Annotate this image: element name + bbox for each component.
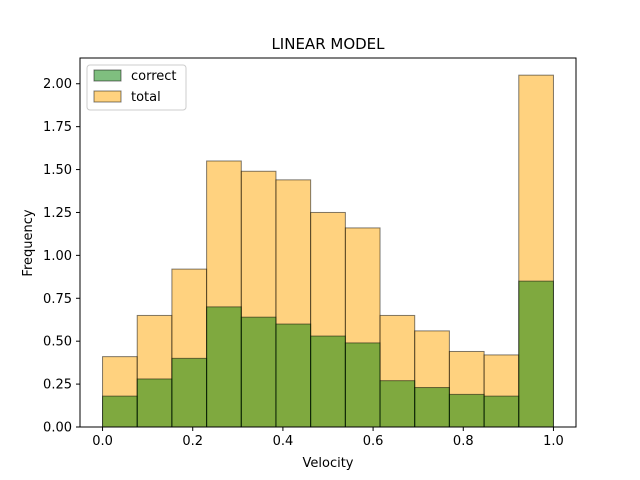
correct-bar — [275, 323, 312, 428]
x-tick-label: 0.0 — [92, 434, 113, 449]
correct-bar — [379, 380, 416, 428]
chart-title: LINEAR MODEL — [271, 35, 385, 53]
x-tick-label: 0.4 — [273, 434, 294, 449]
correct-bar — [240, 316, 277, 428]
correct-bar — [171, 357, 208, 428]
y-tick-label: 0.75 — [43, 292, 72, 307]
legend-swatch-total — [93, 90, 122, 103]
y-tick-label: 0.50 — [43, 335, 72, 350]
correct-bar — [310, 335, 346, 428]
correct-bar — [414, 387, 450, 428]
x-axis-label: Velocity — [303, 456, 354, 471]
x-tick-label: 0.8 — [453, 434, 474, 449]
correct-bar — [206, 306, 242, 428]
x-tick-label: 0.2 — [182, 434, 203, 449]
axes-frame — [79, 57, 577, 428]
legend: correct total — [86, 64, 187, 111]
y-tick-label: 1.50 — [43, 163, 72, 178]
y-axis: 0.00 0.25 0.50 0.75 1.00 1.25 1.50 1.75 2.00 — [43, 77, 80, 436]
y-axis-label: Frequency — [21, 209, 36, 276]
legend-swatch-correct — [93, 69, 122, 82]
y-tick-label: 2.00 — [43, 77, 72, 92]
bars-correct — [102, 280, 554, 428]
y-tick-label: 0.00 — [43, 421, 72, 436]
legend-label-total: total — [131, 90, 161, 105]
correct-bar — [344, 342, 381, 428]
x-axis: 0.0 0.2 0.4 0.6 0.8 1.0 — [92, 427, 564, 449]
y-tick-label: 1.00 — [43, 249, 72, 264]
correct-bar — [483, 395, 520, 428]
y-tick-label: 1.25 — [43, 206, 72, 221]
y-tick-label: 0.25 — [43, 378, 72, 393]
correct-bar — [518, 280, 554, 428]
x-tick-label: 0.6 — [363, 434, 384, 449]
y-tick-label: 1.75 — [43, 120, 72, 135]
correct-bar — [136, 378, 173, 428]
x-tick-label: 1.0 — [543, 434, 564, 449]
correct-bar — [448, 393, 485, 428]
legend-label-correct: correct — [131, 69, 177, 84]
correct-bar — [102, 395, 138, 428]
